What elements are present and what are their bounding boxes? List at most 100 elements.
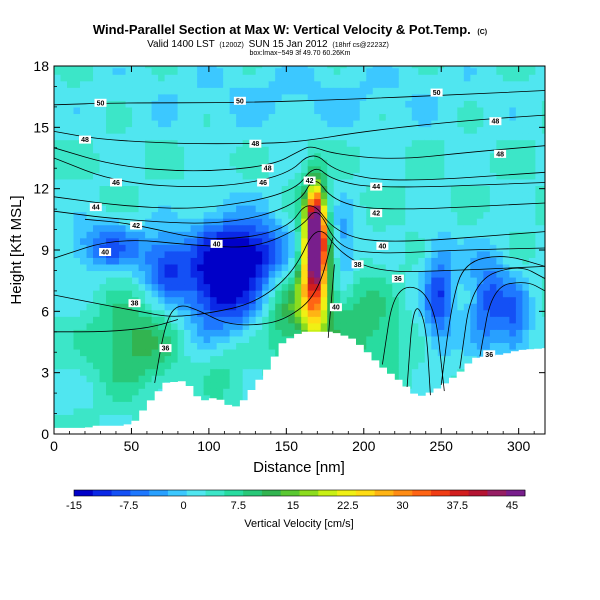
velocity-cell (125, 388, 133, 396)
velocity-cell (132, 146, 140, 154)
velocity-cell (288, 296, 296, 304)
velocity-cell (197, 165, 205, 173)
velocity-cell (203, 224, 211, 232)
velocity-cell (197, 80, 205, 88)
velocity-cell (457, 309, 465, 317)
velocity-cell (379, 257, 387, 265)
colorbar-tick-label: -7.5 (119, 500, 138, 512)
velocity-cell (262, 119, 270, 128)
chart-title-suffix: (C) (477, 29, 487, 36)
velocity-cell (431, 100, 439, 108)
colorbar-swatch (299, 490, 319, 496)
chart-subtitle-line3: box:lmax~549 3f 49.70 60.26Km (250, 50, 351, 57)
velocity-cell (54, 113, 62, 121)
velocity-cell (54, 205, 62, 213)
velocity-cell (489, 290, 497, 298)
velocity-cell (119, 113, 127, 121)
velocity-cell (242, 113, 250, 121)
theta-contour-line (54, 181, 545, 224)
velocity-cell (106, 407, 114, 415)
velocity-cell (197, 67, 205, 75)
velocity-cell (372, 119, 380, 128)
velocity-cell (301, 139, 309, 147)
velocity-cell (502, 237, 510, 245)
velocity-cell (112, 342, 120, 350)
velocity-cell (164, 362, 172, 370)
velocity-cell (444, 322, 452, 330)
velocity-cell (359, 100, 367, 108)
velocity-cell (489, 74, 497, 82)
velocity-cell (190, 244, 198, 252)
velocity-cell (353, 329, 361, 337)
velocity-cell (288, 119, 296, 128)
velocity-cell (125, 407, 133, 415)
velocity-cell (99, 146, 107, 154)
velocity-cell (203, 257, 211, 265)
velocity-cell (223, 316, 231, 324)
velocity-cell (229, 303, 237, 311)
velocity-cell (197, 211, 205, 219)
velocity-cell (197, 335, 205, 344)
velocity-cell (411, 309, 419, 317)
velocity-cell (528, 224, 536, 232)
velocity-cell (489, 185, 497, 193)
velocity-cell (99, 231, 107, 239)
velocity-cell (229, 218, 237, 226)
velocity-cell (158, 185, 166, 193)
velocity-cell (392, 178, 400, 186)
velocity-cell (197, 172, 205, 180)
velocity-cell (242, 257, 250, 265)
velocity-cell (236, 375, 244, 383)
velocity-cell (242, 205, 250, 213)
velocity-cell (353, 139, 361, 147)
velocity-cell (353, 231, 361, 239)
velocity-cell (73, 159, 81, 167)
velocity-cell (392, 368, 400, 376)
velocity-cell (151, 106, 159, 115)
velocity-cell (236, 309, 244, 317)
velocity-cell (86, 257, 94, 265)
velocity-cell (359, 80, 367, 88)
velocity-cell (392, 303, 400, 311)
velocity-cell (288, 244, 296, 252)
velocity-cell (353, 80, 361, 88)
velocity-cell (223, 257, 231, 265)
velocity-cell (431, 139, 439, 147)
velocity-cell (405, 231, 413, 239)
velocity-cell (171, 74, 179, 82)
velocity-cell (203, 66, 211, 69)
velocity-cell (203, 198, 211, 206)
velocity-cell (470, 191, 478, 200)
velocity-cell (418, 263, 426, 272)
velocity-cell (93, 420, 101, 429)
velocity-cell (359, 270, 367, 278)
velocity-cell (496, 191, 504, 200)
velocity-cell (437, 185, 445, 193)
velocity-cell (145, 198, 153, 206)
velocity-cell (216, 87, 224, 95)
velocity-cell (489, 113, 497, 121)
velocity-cell (190, 355, 198, 363)
velocity-cell (509, 290, 517, 298)
velocity-cell (112, 283, 120, 291)
velocity-cell (164, 165, 172, 173)
velocity-cell (177, 355, 185, 363)
colorbar-tick-label: 15 (287, 500, 299, 512)
velocity-cell (249, 146, 257, 154)
velocity-cell (346, 198, 354, 206)
colorbar-tick-label: 30 (396, 500, 408, 512)
velocity-cell (340, 133, 348, 141)
velocity-cell (333, 74, 341, 82)
velocity-cell (463, 87, 471, 95)
velocity-cell (294, 165, 302, 173)
velocity-cell (281, 159, 289, 167)
velocity-cell (145, 263, 153, 272)
velocity-cell (190, 113, 198, 121)
velocity-cell (112, 381, 120, 389)
velocity-cell (229, 329, 237, 337)
velocity-cell (535, 283, 543, 291)
velocity-cell (132, 80, 140, 88)
velocity-cell (106, 348, 114, 357)
velocity-cell (372, 257, 380, 265)
velocity-cell (379, 211, 387, 219)
